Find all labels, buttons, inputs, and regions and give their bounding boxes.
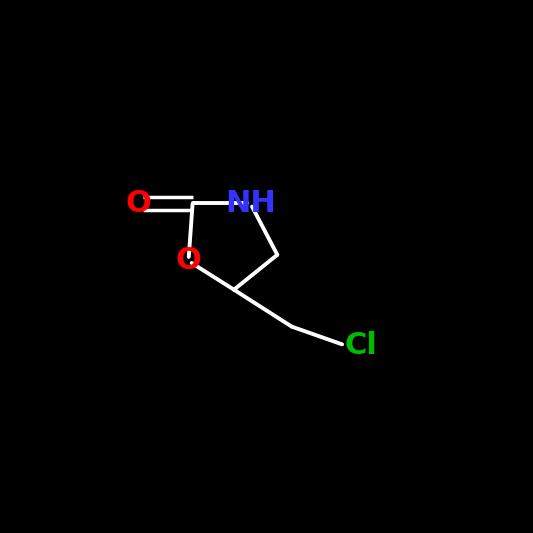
Text: Cl: Cl	[344, 330, 377, 360]
Text: O: O	[126, 189, 152, 218]
Text: O: O	[175, 246, 201, 276]
Text: NH: NH	[225, 189, 276, 218]
